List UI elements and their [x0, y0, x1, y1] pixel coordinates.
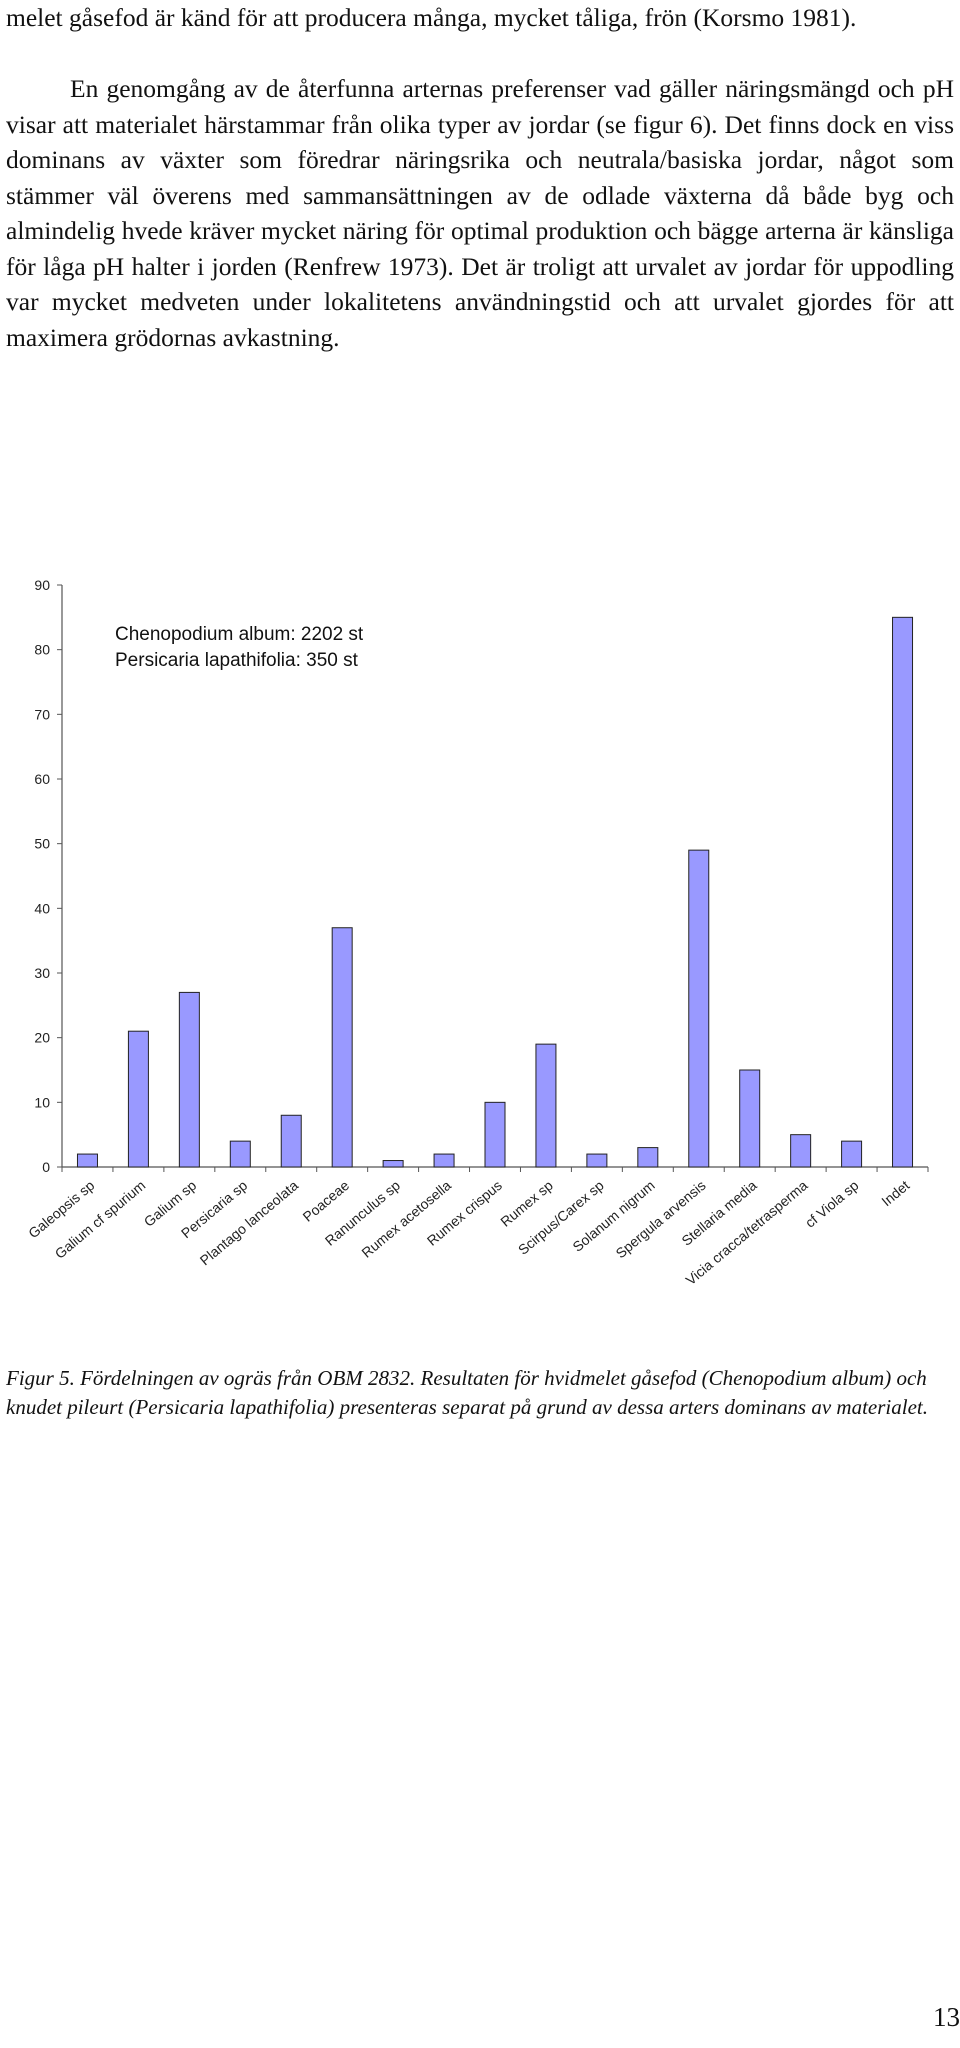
bar-9	[535, 1043, 557, 1168]
bar-5	[331, 927, 353, 1168]
bar-2	[178, 991, 200, 1168]
y-tick-label: 50	[34, 836, 50, 852]
bar-1	[127, 1030, 149, 1168]
bar-11	[637, 1147, 659, 1168]
y-tick-label: 80	[34, 642, 50, 658]
y-tick-label: 60	[34, 771, 50, 787]
bar-12	[688, 849, 710, 1168]
bar-7	[433, 1153, 455, 1168]
bar-10	[586, 1153, 608, 1168]
bar-16	[892, 616, 914, 1168]
chart-annotation-1: Persicaria lapathifolia: 350 st	[115, 650, 359, 671]
bar-14	[790, 1134, 812, 1168]
figure-caption: Figur 5. Fördelningen av ogräs från OBM …	[6, 1366, 928, 1419]
y-tick-label: 70	[34, 706, 50, 722]
body-paragraph-2: En genomgång av de återfunna arternas pr…	[6, 74, 954, 352]
y-tick-label: 0	[42, 1159, 50, 1175]
y-tick-label: 30	[34, 965, 50, 981]
body-paragraph-1: melet gåsefod är känd för att producera …	[6, 3, 857, 32]
x-tick-label: Indet	[878, 1177, 912, 1209]
x-tick-label: Plantago lanceolata	[197, 1177, 302, 1268]
x-tick-label: Galium cf spurium	[52, 1177, 149, 1262]
x-tick-label: Spergula arvensis	[613, 1177, 709, 1261]
y-tick-label: 10	[34, 1094, 50, 1110]
y-tick-label: 40	[34, 900, 50, 916]
x-tick-label: Rumex acetosella	[358, 1177, 454, 1261]
y-tick-label: 20	[34, 1030, 50, 1046]
y-tick-label: 90	[34, 577, 50, 593]
bar-6	[382, 1160, 404, 1168]
bar-0	[76, 1153, 98, 1168]
chart-annotation-0: Chenopodium album: 2202 st	[115, 624, 364, 645]
x-tick-label: Scirpus/Carex sp	[515, 1177, 607, 1258]
bar-13	[739, 1069, 761, 1168]
bar-15	[841, 1140, 863, 1168]
x-tick-label: cf Viola sp	[802, 1177, 862, 1231]
page-number: 13	[933, 2002, 960, 2032]
bar-8	[484, 1101, 506, 1168]
bar-3	[229, 1140, 251, 1168]
bar-4	[280, 1114, 302, 1168]
